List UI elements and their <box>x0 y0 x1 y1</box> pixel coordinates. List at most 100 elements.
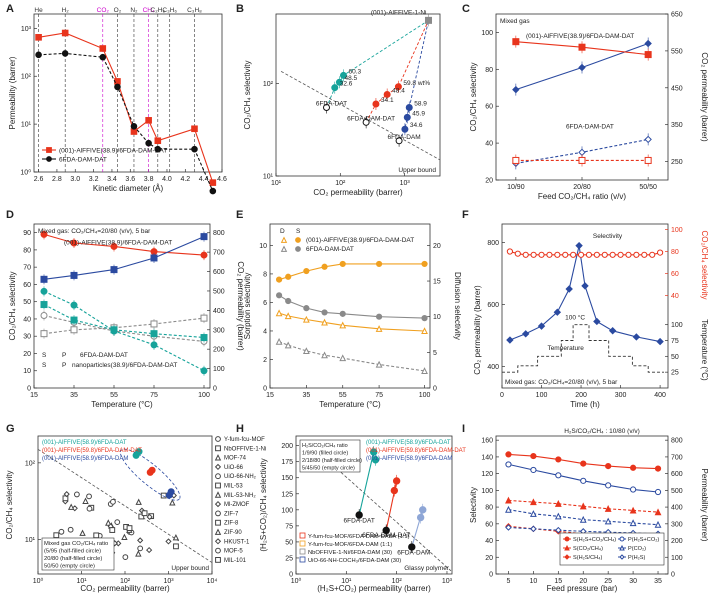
reference-point <box>169 499 176 506</box>
y2-axis-label: Diffusion selectivity <box>453 272 462 340</box>
legend-marker <box>214 463 222 471</box>
x-tick-label: 200 <box>575 392 587 399</box>
legend-label: S(H₂S/CH₄) <box>573 555 602 561</box>
legend-label: (001)-AlFFIVE(58.9)/6FDA-DAT <box>366 440 451 446</box>
data-point <box>70 239 78 247</box>
point-label: 6FDA-DAM-DAT <box>347 115 395 122</box>
y-tick-label: 60 <box>485 521 493 528</box>
reference-point <box>138 513 145 520</box>
gas-label: O₂ <box>114 7 122 14</box>
panel-e-frame <box>269 223 431 389</box>
legend-marker <box>619 544 625 551</box>
reference-point <box>146 546 153 554</box>
x-axis-label: Temperature (°C) <box>91 400 153 409</box>
point-label: 34.6 <box>410 122 423 129</box>
panel-d-frame <box>33 223 211 389</box>
x-tick-label: 10¹ <box>341 578 352 585</box>
legend-marker <box>215 519 221 526</box>
y-tick-label: 10¹ <box>25 537 36 544</box>
legend-box-label: 2/18/80 (half-filled circle) <box>302 458 362 464</box>
legend-label: (001)-AlFFIVE(58.9)/6FDA-DAT <box>42 440 127 446</box>
data-point <box>275 337 283 345</box>
legend-marker <box>214 538 222 545</box>
series-line <box>278 312 425 332</box>
x-tick-label: 10¹ <box>76 578 87 585</box>
y-tick-label: 40 <box>485 141 493 148</box>
y-tick-label: 70 <box>23 265 31 272</box>
legend-label: Y-fum-fcu-MOF/6FDA-DAM-DABA (1:1) <box>308 534 410 540</box>
data-point <box>99 45 107 52</box>
data-point <box>416 513 425 522</box>
data-point <box>405 103 413 111</box>
data-point <box>554 251 561 258</box>
data-point <box>644 39 652 48</box>
x-tick-label: 75 <box>375 392 383 399</box>
x-tick-label: 0 <box>500 392 504 399</box>
point-label: 45.9 <box>412 110 425 117</box>
panel-letter-D: D <box>6 209 14 221</box>
legend-marker <box>619 554 625 560</box>
data-point <box>302 315 310 323</box>
legend-marker <box>299 540 306 547</box>
data-point <box>150 254 158 262</box>
data-point <box>579 502 587 510</box>
reference-point <box>53 532 60 539</box>
reference-point <box>67 526 74 533</box>
gas-label: He <box>34 7 43 14</box>
y2-tick-label: 300 <box>671 521 683 528</box>
data-point <box>506 336 514 344</box>
upper-bound-label: Upper bound <box>171 565 209 572</box>
data-point <box>604 505 612 512</box>
reference-point <box>173 543 179 550</box>
legend-label: nanoparticles(38.9)/6FDA-DAM-DAT <box>72 362 177 369</box>
data-point <box>145 139 152 147</box>
data-point <box>375 313 383 320</box>
y-tick-label: 140 <box>481 454 493 461</box>
legend-label: UiO-66-NH-COCH₃/6FDA-DAM (30) <box>308 558 401 564</box>
point-label: 6FDA-DAM <box>387 134 420 141</box>
legend-box-label: 1/9/90 (filled circle) <box>302 451 348 457</box>
data-point <box>555 456 562 463</box>
data-point <box>578 156 586 164</box>
data-point <box>505 524 512 531</box>
legend-header: D <box>280 228 285 235</box>
legend-label: ZIF-7 <box>224 511 239 517</box>
y2-tick-label: 600 <box>213 269 225 276</box>
y-tick-label: 10⁰ <box>20 169 31 177</box>
data-point <box>150 320 158 328</box>
y-tick-label: 40 <box>485 538 493 545</box>
data-point <box>321 309 328 316</box>
y2-axis-label: Permeability (barrer) <box>700 469 709 542</box>
data-point <box>424 16 432 24</box>
panel-letter-I: I <box>462 423 465 435</box>
data-point <box>555 472 562 479</box>
reference-point <box>67 503 75 510</box>
panel-i-frame <box>495 435 669 575</box>
x-axis-label: Feed CO₂/CH₄ ratio (v/v) <box>538 192 627 201</box>
legend-marker <box>215 510 221 517</box>
data-point <box>654 465 662 472</box>
x-tick-label: 10⁴ <box>207 578 218 585</box>
data-point <box>565 285 573 293</box>
legend-marker <box>280 245 288 252</box>
data-point <box>191 145 198 153</box>
data-point <box>578 43 586 51</box>
data-point <box>530 251 537 258</box>
panel-title: H₂S/CO₂/CH₄ : 10/80 (v/v) <box>564 428 640 435</box>
x-axis-label: CO₂ permeability (barrer) <box>80 584 170 593</box>
data-point <box>633 251 640 258</box>
panel-b-frame <box>275 13 441 177</box>
y-tick-label: 60 <box>23 282 31 289</box>
legend-marker <box>280 236 288 243</box>
y2-tick-label: 80 <box>671 249 679 256</box>
data-point <box>150 330 158 338</box>
y-tick-label: 0 <box>263 386 267 393</box>
y2-tick-label: 5 <box>433 350 437 357</box>
y-tick-label: 0 <box>489 572 493 579</box>
series-line <box>43 304 205 339</box>
data-point <box>601 251 608 258</box>
data-point <box>35 51 42 59</box>
y2-tick-label: 100 <box>671 555 683 562</box>
y2-tick-label: 100 <box>213 366 225 373</box>
data-point <box>339 321 347 329</box>
